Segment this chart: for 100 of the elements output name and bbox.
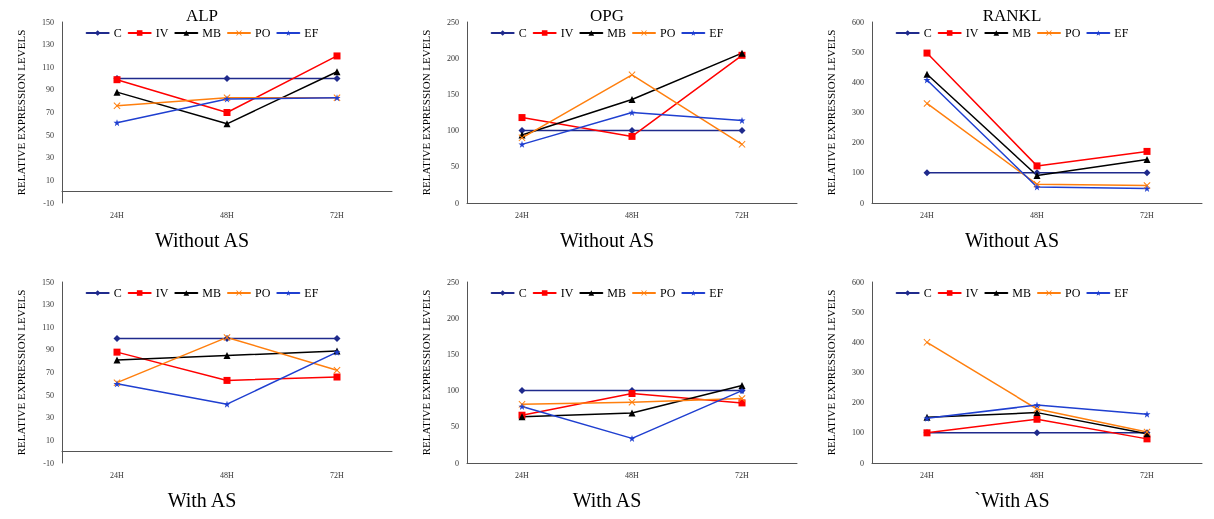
y-tick-label: 0 <box>455 458 459 468</box>
x-tick-label: 24H <box>515 470 530 480</box>
y-tick-label: 90 <box>46 345 54 355</box>
y-tick-label: 200 <box>852 138 864 148</box>
y-tick-label: 150 <box>42 17 54 27</box>
y-tick-label: 200 <box>852 398 864 408</box>
legend-label: IV <box>155 286 169 300</box>
legend-label: MB <box>1012 286 1032 300</box>
y-tick-label: 30 <box>46 153 54 163</box>
legend-label: MB <box>607 26 627 40</box>
y-tick-label: 400 <box>852 337 864 347</box>
y-tick-label: 70 <box>46 108 54 117</box>
x-tick-label: 72H <box>735 210 750 220</box>
x-tick-label: 24H <box>110 210 125 220</box>
y-tick-label: 130 <box>42 40 54 50</box>
y-tick-label: -10 <box>43 458 54 468</box>
text: With AS <box>572 489 642 511</box>
y-tick-label: 0 <box>455 198 459 208</box>
y-axis-title: RELATIVE EXPRESSION LEVELS <box>824 29 837 196</box>
y-tick-label: 100 <box>852 428 864 438</box>
legend-label: MB <box>607 286 627 300</box>
legend-label: EF <box>304 286 319 300</box>
y-tick-label: 50 <box>46 130 54 140</box>
y-tick-label: 250 <box>447 277 459 287</box>
legend-label: PO <box>255 26 271 40</box>
legend-label: MB <box>202 26 222 40</box>
x-tick-label: 72H <box>1140 470 1155 480</box>
legend-label: C <box>518 26 527 40</box>
x-tick-label: 48H <box>1030 470 1045 480</box>
x-tick-label: 72H <box>330 470 345 480</box>
legend-label: IV <box>560 26 574 40</box>
chart-title: ALP <box>185 6 219 25</box>
y-tick-label: 30 <box>46 413 54 423</box>
chart-title: OPG <box>589 6 625 25</box>
text: Without AS <box>154 229 250 251</box>
legend-label: IV <box>155 26 169 40</box>
x-tick-label: 24H <box>920 210 935 220</box>
legend-label: EF <box>709 286 724 300</box>
x-tick-label: 72H <box>330 210 345 220</box>
x-tick-label: 48H <box>220 470 235 480</box>
legend-label: C <box>518 286 527 300</box>
x-tick-label: 48H <box>1030 210 1045 220</box>
y-tick-label: 250 <box>447 17 459 27</box>
legend-label: PO <box>1065 286 1081 300</box>
legend-label: EF <box>304 26 319 40</box>
legend-label: PO <box>255 286 271 300</box>
text: With AS <box>167 489 237 511</box>
y-tick-label: 100 <box>852 168 864 178</box>
y-tick-label: 100 <box>447 386 459 396</box>
x-tick-label: 24H <box>920 470 935 480</box>
y-tick-label: 200 <box>447 313 459 323</box>
y-tick-label: 0 <box>860 198 864 208</box>
x-tick-label: 48H <box>220 210 235 220</box>
y-tick-label: 500 <box>852 307 864 317</box>
y-tick-label: 130 <box>42 300 54 310</box>
y-tick-label: -10 <box>43 198 54 208</box>
legend-label: IV <box>560 286 574 300</box>
legend-label: PO <box>660 26 676 40</box>
text: Without AS <box>964 229 1060 251</box>
legend-label: IV <box>965 286 979 300</box>
text: `With AS <box>974 489 1050 511</box>
y-axis-title: RELATIVE EXPRESSION LEVELS <box>419 289 432 456</box>
y-tick-label: 0 <box>860 458 864 468</box>
legend-label: PO <box>660 286 676 300</box>
y-tick-label: 50 <box>451 422 459 432</box>
y-tick-label: 100 <box>447 126 459 136</box>
y-axis-title: RELATIVE EXPRESSION LEVELS <box>824 289 837 456</box>
legend-label: C <box>923 26 932 40</box>
legend-label: PO <box>1065 26 1081 40</box>
y-tick-label: 10 <box>46 435 54 445</box>
y-tick-label: 300 <box>852 368 864 377</box>
legend-label: C <box>113 286 122 300</box>
legend-label: MB <box>202 286 222 300</box>
y-axis-title: RELATIVE EXPRESSION LEVELS <box>14 289 27 456</box>
text: Without AS <box>559 229 655 251</box>
y-tick-label: 110 <box>42 322 54 332</box>
y-tick-label: 90 <box>46 85 54 95</box>
y-axis-title: RELATIVE EXPRESSION LEVELS <box>14 29 27 196</box>
legend-label: IV <box>965 26 979 40</box>
y-tick-label: 150 <box>447 349 459 359</box>
legend-label: C <box>923 286 932 300</box>
y-tick-label: 110 <box>42 62 54 72</box>
y-tick-label: 70 <box>46 368 54 377</box>
y-tick-label: 300 <box>852 108 864 117</box>
y-tick-label: 50 <box>451 162 459 172</box>
y-tick-label: 600 <box>852 277 864 287</box>
legend-label: C <box>113 26 122 40</box>
legend-label: EF <box>709 26 724 40</box>
legend-label: EF <box>1114 26 1129 40</box>
y-tick-label: 150 <box>42 277 54 287</box>
y-tick-label: 50 <box>46 390 54 400</box>
legend-label: EF <box>1114 286 1129 300</box>
y-tick-label: 10 <box>46 175 54 185</box>
y-tick-label: 600 <box>852 17 864 27</box>
legend-label: MB <box>1012 26 1032 40</box>
x-tick-label: 48H <box>625 210 640 220</box>
y-tick-label: 500 <box>852 47 864 57</box>
y-tick-label: 200 <box>447 53 459 63</box>
y-axis-title: RELATIVE EXPRESSION LEVELS <box>419 29 432 196</box>
x-tick-label: 24H <box>515 210 530 220</box>
